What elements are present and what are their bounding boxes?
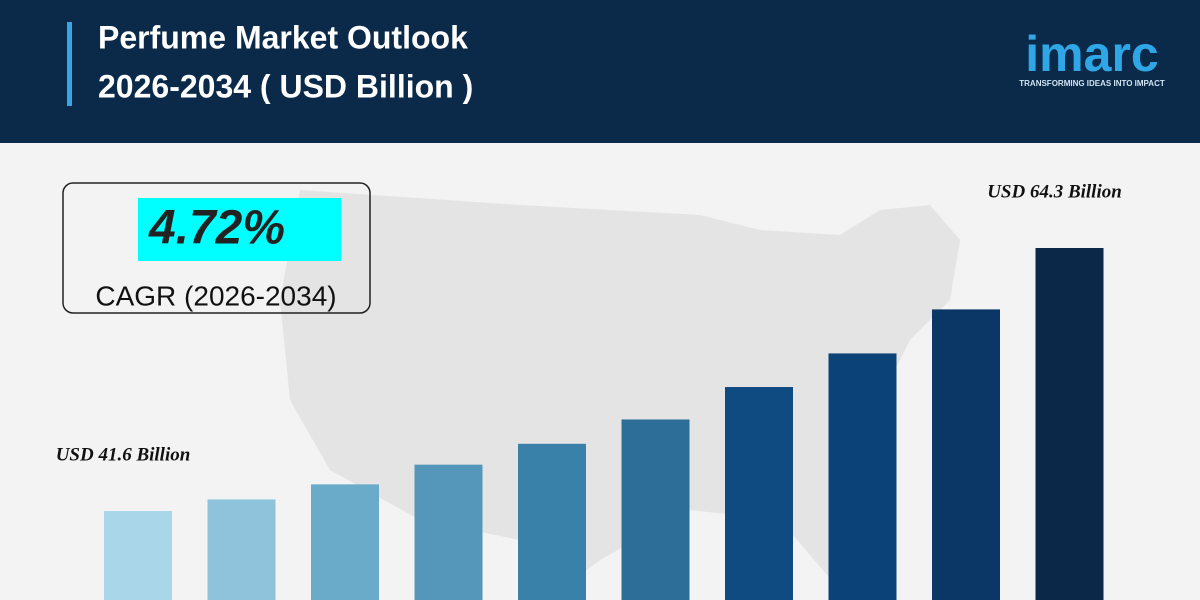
- bar: [621, 419, 690, 600]
- cagr-highlight: [138, 198, 341, 261]
- accent-bar: [67, 22, 72, 106]
- value-label: USD 64.3 Billion: [987, 181, 1122, 202]
- title-line: 2026-2034 ( USD Billion ): [98, 68, 473, 104]
- cagr-value: 4.72%: [148, 202, 285, 255]
- cagr-box: [62, 182, 371, 314]
- bar: [932, 309, 1000, 600]
- logo: imarc: [1025, 26, 1158, 82]
- bar: [518, 443, 586, 600]
- bar: [104, 511, 172, 600]
- cagr-caption: CAGR (2026-2034): [95, 280, 336, 311]
- logo-tagline: TRANSFORMING IDEAS INTO IMPACT: [1019, 79, 1165, 88]
- value-label: USD 41.6 Billion: [56, 444, 191, 465]
- bar: [725, 387, 793, 600]
- header: [0, 0, 1200, 143]
- bar: [414, 464, 483, 600]
- title-line: Perfume Market Outlook: [98, 19, 468, 55]
- bar: [828, 353, 897, 600]
- bar: [311, 484, 379, 600]
- bar: [207, 499, 276, 600]
- bar: [1035, 248, 1104, 600]
